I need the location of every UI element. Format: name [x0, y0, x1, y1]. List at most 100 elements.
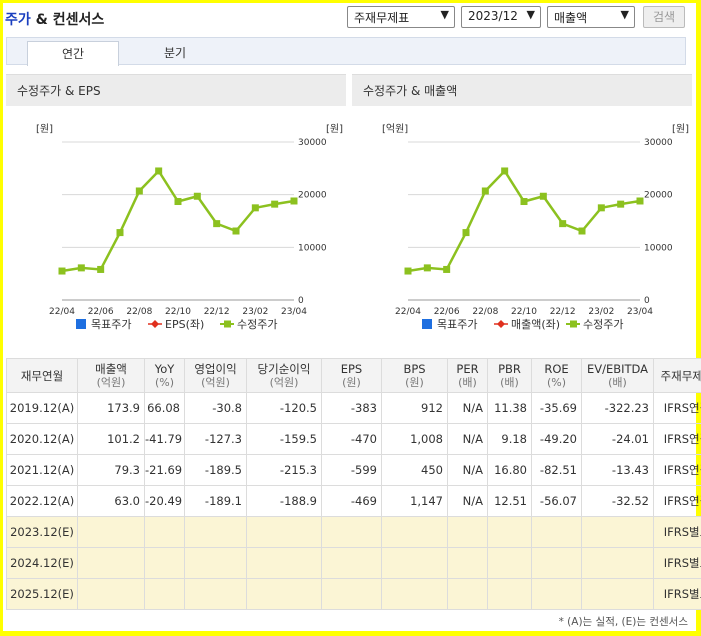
- table-cell: [531, 516, 582, 548]
- legend-item[interactable]: 매출액(좌): [494, 318, 560, 331]
- table-cell: -56.07: [531, 485, 582, 517]
- table-cell: N/A: [447, 392, 488, 424]
- x-tick-label: 23/04: [627, 307, 653, 317]
- column-header-label: PBR: [498, 361, 521, 376]
- series-line: [407, 168, 641, 273]
- table-cell: 101.2: [77, 423, 145, 455]
- table-cell: [581, 516, 654, 548]
- row-period: 2022.12(A): [6, 485, 78, 517]
- table-cell: [381, 516, 448, 548]
- statement-select[interactable]: 주재무제표 ▼: [347, 6, 455, 28]
- table-cell: [184, 516, 247, 548]
- legend-swatch: [76, 319, 86, 329]
- column-header-label: PER: [456, 361, 479, 376]
- left-axis-unit: [원]: [36, 123, 53, 135]
- data-point: [77, 264, 85, 272]
- column-header-unit: (원): [405, 375, 424, 389]
- y-tick-label: 20000: [298, 191, 327, 201]
- column-header: PBR (배): [487, 358, 532, 393]
- legend-item[interactable]: 목표주가: [422, 318, 477, 331]
- table-cell: [447, 578, 488, 610]
- tab-annual[interactable]: 연간: [27, 41, 119, 66]
- legend-label: 수정주가: [237, 318, 277, 331]
- column-header: EPS (원): [321, 358, 382, 393]
- table-cell: N/A: [447, 485, 488, 517]
- table-cell: [531, 547, 582, 579]
- column-header-label: 영업이익: [194, 361, 237, 376]
- y-tick-label: 10000: [298, 243, 327, 253]
- table-cell: -189.5: [184, 454, 247, 486]
- table-row: 2023.12(E) IFRS별도: [6, 516, 701, 548]
- table-cell: [487, 578, 532, 610]
- column-header-unit: (배): [458, 375, 477, 389]
- metric-select-value: 매출액: [554, 11, 588, 25]
- right-axis-unit: [원]: [672, 123, 689, 135]
- column-header: ROE (%): [531, 358, 582, 393]
- data-point: [462, 229, 470, 237]
- column-header-label: EPS: [340, 361, 363, 376]
- data-point: [271, 200, 279, 208]
- table-cell: 912: [381, 392, 448, 424]
- legend-label: 수정주가: [583, 318, 623, 331]
- table-cell: -322.23: [581, 392, 654, 424]
- column-header-unit: (억원): [269, 375, 299, 389]
- x-tick-label: 22/08: [126, 307, 152, 317]
- table-cell: [144, 578, 185, 610]
- data-point: [443, 265, 451, 273]
- data-point: [251, 204, 259, 212]
- column-header-label: 재무연월: [20, 368, 64, 383]
- data-point: [559, 220, 567, 228]
- table-cell: N/A: [447, 423, 488, 455]
- legend-item[interactable]: 목표주가: [76, 318, 131, 331]
- legend-item[interactable]: EPS(좌): [148, 318, 204, 331]
- table-row: 2025.12(E) IFRS별도: [6, 578, 701, 610]
- column-header-label: ROE: [544, 361, 569, 376]
- table-cell: [246, 578, 322, 610]
- table-cell: [246, 547, 322, 579]
- table-cell: -189.1: [184, 485, 247, 517]
- x-tick-label: 22/12: [550, 307, 576, 317]
- legend-item[interactable]: 수정주가: [220, 318, 277, 331]
- y-tick-label: 0: [298, 296, 304, 306]
- data-point: [135, 187, 143, 195]
- column-header-label: 당기순이익: [257, 361, 311, 376]
- table-cell: [144, 516, 185, 548]
- column-header: BPS (원): [381, 358, 448, 393]
- y-tick-label: 30000: [644, 138, 673, 148]
- metric-select[interactable]: 매출액 ▼: [547, 6, 635, 28]
- chart-title: 수정주가 & EPS: [6, 74, 346, 106]
- row-statement-type: IFRS연결: [653, 485, 701, 517]
- tab-quarterly[interactable]: 분기: [163, 46, 187, 60]
- table-body: 2019.12(A) 173.9 66.08 -30.8 -120.5 -383 912 N/…: [6, 392, 701, 610]
- table-cell: -41.79: [144, 423, 185, 455]
- search-button[interactable]: 검색: [643, 6, 685, 28]
- table-cell: [381, 578, 448, 610]
- column-header-unit: (%): [154, 375, 175, 389]
- table-row: 2022.12(A) 63.0 -20.49 -189.1 -188.9 -469 1,14…: [6, 485, 701, 517]
- row-period: 2021.12(A): [6, 454, 78, 486]
- column-header-unit: (배): [608, 375, 627, 389]
- column-header-label: EV/EBITDA: [586, 361, 649, 376]
- column-header: 영업이익 (억원): [184, 358, 247, 393]
- header: 주가 & 컨센서스 주재무제표 ▼ 2023/12 ▼ 매출액 ▼ 검색: [3, 3, 696, 33]
- table-cell: -49.20: [531, 423, 582, 455]
- column-header: 주재무제표: [653, 358, 701, 393]
- data-point: [232, 227, 240, 235]
- table-cell: 1,147: [381, 485, 448, 517]
- period-select[interactable]: 2023/12 ▼: [461, 6, 541, 28]
- legend-item[interactable]: 수정주가: [566, 318, 623, 331]
- data-point: [174, 198, 182, 206]
- row-period: 2020.12(A): [6, 423, 78, 455]
- column-header-unit: (배): [500, 375, 519, 389]
- table-cell: [77, 578, 145, 610]
- table-cell: -20.49: [144, 485, 185, 517]
- column-header-unit: (억원): [201, 375, 230, 389]
- row-period: 2024.12(E): [6, 547, 78, 579]
- row-statement-type: IFRS연결: [653, 392, 701, 424]
- data-point: [617, 200, 625, 208]
- series-line: [61, 168, 295, 273]
- table-cell: [321, 547, 382, 579]
- column-header-label: 주재무제표: [660, 368, 701, 383]
- x-tick-label: 22/06: [434, 307, 460, 317]
- row-period: 2023.12(E): [6, 516, 78, 548]
